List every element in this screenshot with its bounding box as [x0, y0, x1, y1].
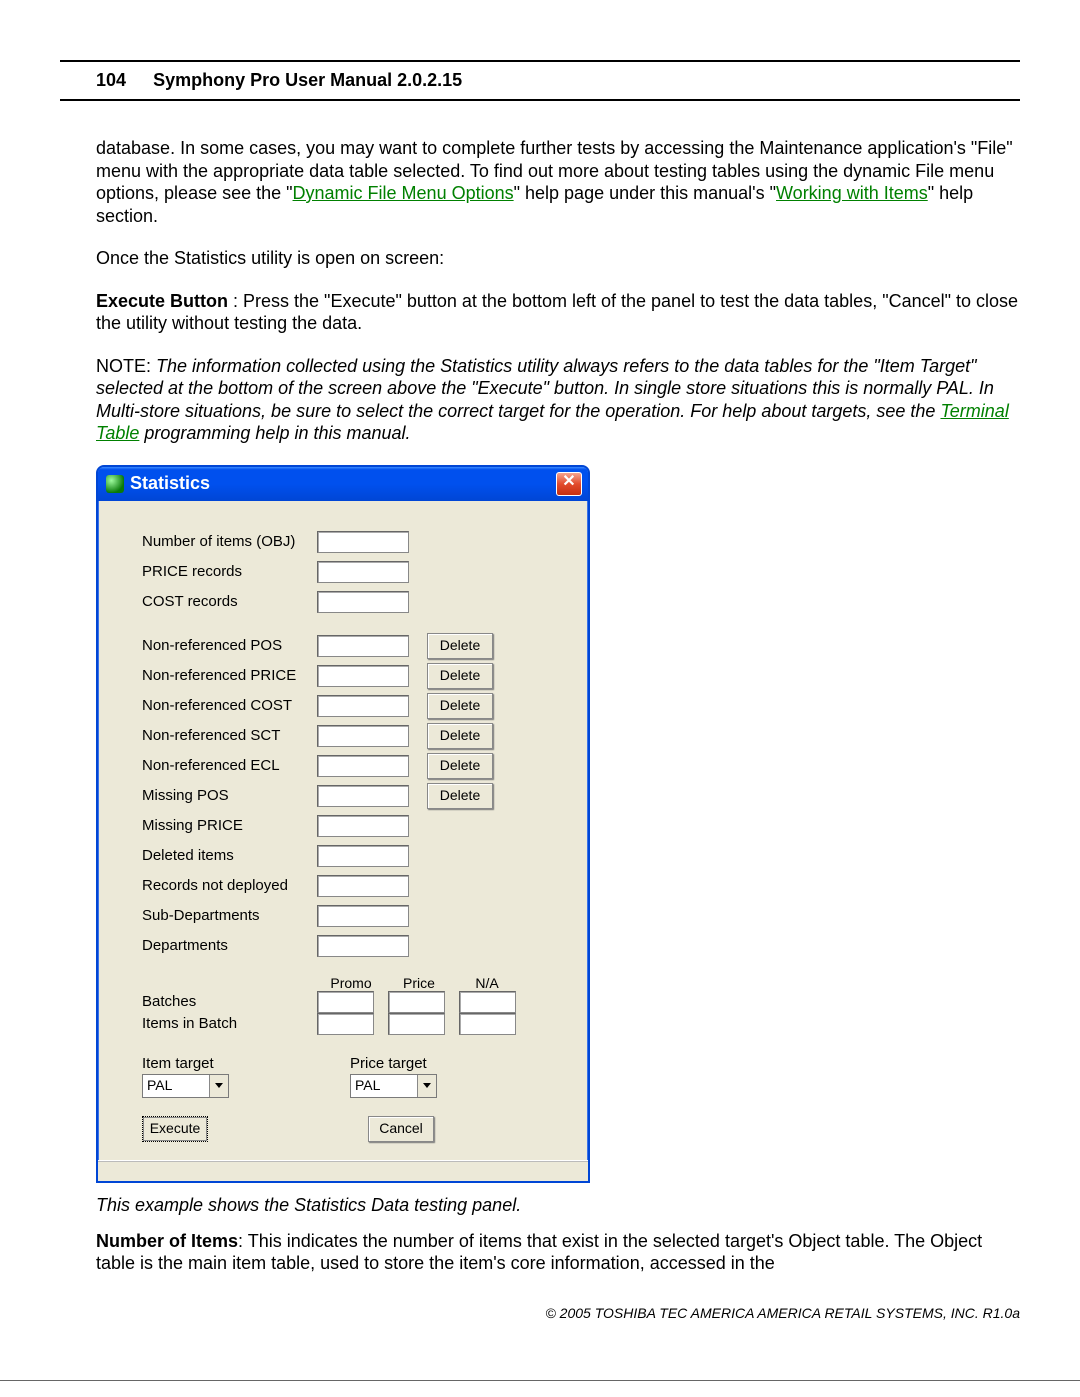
- batch-headers: Promo Price N/A: [142, 975, 558, 991]
- stat-label: PRICE records: [142, 563, 317, 580]
- delete-button[interactable]: Delete: [427, 663, 493, 689]
- stat-row: Departments: [142, 931, 558, 961]
- stat-row: Number of items (OBJ): [142, 527, 558, 557]
- stat-field: [459, 991, 516, 1013]
- label-execute-button: Execute Button: [96, 291, 228, 311]
- stat-row: COST records: [142, 587, 558, 617]
- stat-label: Deleted items: [142, 847, 317, 864]
- stat-label: Records not deployed: [142, 877, 317, 894]
- label-number-of-items: Number of Items: [96, 1231, 238, 1251]
- stat-field: [317, 845, 409, 867]
- stat-field: [317, 785, 409, 807]
- close-icon[interactable]: ✕: [556, 472, 582, 496]
- link-dynamic-file-menu[interactable]: Dynamic File Menu Options: [293, 183, 514, 203]
- stat-field: [317, 561, 409, 583]
- stat-row: Non-referenced POS Delete: [142, 631, 558, 661]
- stat-field: [317, 815, 409, 837]
- delete-button[interactable]: Delete: [427, 693, 493, 719]
- dialog-title: Statistics: [130, 473, 210, 494]
- stat-label: Non-referenced SCT: [142, 727, 317, 744]
- price-target-label: Price target: [350, 1055, 558, 1072]
- stat-row: Missing POS Delete: [142, 781, 558, 811]
- stat-label: Non-referenced COST: [142, 697, 317, 714]
- item-target-value: PAL: [143, 1075, 209, 1097]
- stat-field: [317, 1013, 374, 1035]
- stat-row: Deleted items: [142, 841, 558, 871]
- chevron-down-icon[interactable]: [209, 1075, 228, 1097]
- item-target-label: Item target: [142, 1055, 350, 1072]
- delete-button[interactable]: Delete: [427, 753, 493, 779]
- stat-field: [388, 1013, 445, 1035]
- paragraph-execute: Execute Button : Press the "Execute" but…: [96, 290, 1020, 335]
- stat-label: Non-referenced PRICE: [142, 667, 317, 684]
- statistics-dialog: Statistics ✕ Number of items (OBJ) PRICE …: [96, 465, 590, 1183]
- stat-label: COST records: [142, 593, 317, 610]
- stat-row: PRICE records: [142, 557, 558, 587]
- chevron-down-icon[interactable]: [417, 1075, 436, 1097]
- titlebar: Statistics ✕: [98, 467, 588, 501]
- delete-button[interactable]: Delete: [427, 783, 493, 809]
- stat-row: Non-referenced PRICE Delete: [142, 661, 558, 691]
- stat-label: Items in Batch: [142, 1015, 317, 1032]
- execute-button[interactable]: Execute: [142, 1116, 208, 1142]
- stat-row: Missing PRICE: [142, 811, 558, 841]
- cancel-button[interactable]: Cancel: [368, 1116, 434, 1142]
- link-working-with-items[interactable]: Working with Items: [776, 183, 928, 203]
- text: : Press the "Execute" button at the bott…: [96, 291, 1018, 334]
- stat-label: Batches: [142, 993, 317, 1010]
- stat-label: Missing PRICE: [142, 817, 317, 834]
- note-text: The information collected using the Stat…: [96, 356, 994, 421]
- text: " help page under this manual's ": [514, 183, 776, 203]
- stat-field: [317, 991, 374, 1013]
- manual-title: Symphony Pro User Manual 2.0.2.15: [153, 70, 462, 90]
- stat-row: Non-referenced ECL Delete: [142, 751, 558, 781]
- note-text: programming help in this manual.: [139, 423, 410, 443]
- stat-row: Items in Batch: [142, 1013, 558, 1035]
- stat-row: Non-referenced SCT Delete: [142, 721, 558, 751]
- stat-label: Non-referenced ECL: [142, 757, 317, 774]
- stat-field: [317, 725, 409, 747]
- stat-row: Records not deployed: [142, 871, 558, 901]
- paragraph-note: NOTE: The information collected using th…: [96, 355, 1020, 445]
- stat-field: [459, 1013, 516, 1035]
- col-price: Price: [385, 975, 453, 991]
- stat-field: [317, 695, 409, 717]
- stat-row: Non-referenced COST Delete: [142, 691, 558, 721]
- delete-button[interactable]: Delete: [427, 633, 493, 659]
- page-header: 104 Symphony Pro User Manual 2.0.2.15: [60, 60, 1020, 101]
- stat-field: [317, 935, 409, 957]
- price-target-combo[interactable]: PAL: [350, 1074, 437, 1098]
- note-prefix: NOTE:: [96, 356, 156, 376]
- stat-label: Number of items (OBJ): [142, 533, 317, 550]
- status-bar: [98, 1160, 588, 1181]
- app-icon: [106, 475, 124, 493]
- stat-field: [317, 531, 409, 553]
- stat-row: Sub-Departments: [142, 901, 558, 931]
- paragraph-number-of-items: Number of Items: This indicates the numb…: [96, 1230, 1020, 1275]
- stat-field: [317, 635, 409, 657]
- stat-field: [317, 755, 409, 777]
- stat-field: [317, 665, 409, 687]
- page-number: 104: [96, 70, 126, 90]
- stat-field: [317, 591, 409, 613]
- item-target-combo[interactable]: PAL: [142, 1074, 229, 1098]
- stat-label: Sub-Departments: [142, 907, 317, 924]
- col-na: N/A: [453, 975, 521, 991]
- stat-field: [317, 875, 409, 897]
- stat-field: [317, 905, 409, 927]
- paragraph-database: database. In some cases, you may want to…: [96, 137, 1020, 227]
- page-footer: © 2005 TOSHIBA TEC AMERICA AMERICA RETAI…: [60, 1305, 1020, 1321]
- col-promo: Promo: [317, 975, 385, 991]
- stat-field: [388, 991, 445, 1013]
- stat-label: Non-referenced POS: [142, 637, 317, 654]
- paragraph-once-open: Once the Statistics utility is open on s…: [96, 247, 1020, 270]
- delete-button[interactable]: Delete: [427, 723, 493, 749]
- figure-caption: This example shows the Statistics Data t…: [96, 1195, 1020, 1216]
- stat-row: Batches: [142, 991, 558, 1013]
- stat-label: Departments: [142, 937, 317, 954]
- stat-label: Missing POS: [142, 787, 317, 804]
- price-target-value: PAL: [351, 1075, 417, 1097]
